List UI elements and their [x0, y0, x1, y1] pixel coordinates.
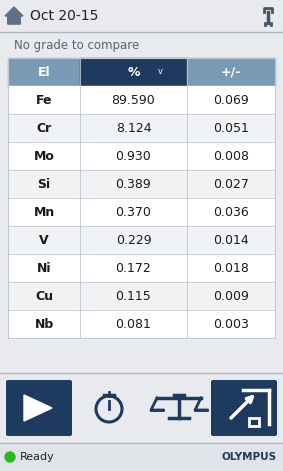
Text: 0.370: 0.370	[115, 205, 151, 219]
Bar	[8, 310, 275, 338]
Bar	[8, 142, 275, 170]
Bar	[0, 373, 283, 443]
Text: Cu: Cu	[35, 290, 53, 302]
Text: v: v	[158, 67, 163, 76]
Text: Mn: Mn	[33, 205, 55, 219]
Bar	[0, 0, 283, 32]
Bar	[8, 86, 275, 114]
Text: +/-: +/-	[221, 65, 241, 79]
Bar	[8, 282, 275, 310]
Text: 0.009: 0.009	[213, 290, 249, 302]
Text: 0.018: 0.018	[213, 261, 249, 275]
Bar	[187, 58, 275, 86]
Text: Ni: Ni	[37, 261, 51, 275]
Text: Cr: Cr	[37, 122, 52, 135]
Bar	[0, 32, 283, 58]
Text: 0.003: 0.003	[213, 317, 249, 331]
Polygon shape	[5, 7, 23, 24]
Bar	[0, 443, 283, 471]
Text: 0.036: 0.036	[213, 205, 249, 219]
Text: No grade to compare: No grade to compare	[14, 39, 139, 51]
Text: Nb: Nb	[35, 317, 54, 331]
Text: 0.051: 0.051	[213, 122, 249, 135]
Text: 0.389: 0.389	[116, 178, 151, 190]
Text: Si: Si	[37, 178, 51, 190]
Polygon shape	[24, 395, 52, 421]
Bar	[8, 114, 275, 142]
Bar	[80, 58, 187, 86]
Text: Fe: Fe	[36, 94, 52, 106]
Text: OLYMPUS: OLYMPUS	[222, 452, 277, 462]
Text: Ready: Ready	[20, 452, 55, 462]
Text: 0.172: 0.172	[116, 261, 151, 275]
Text: 0.115: 0.115	[116, 290, 151, 302]
Text: 0.008: 0.008	[213, 149, 249, 162]
FancyBboxPatch shape	[6, 380, 72, 436]
Text: %: %	[127, 65, 140, 79]
Bar	[8, 58, 275, 338]
Text: 0.081: 0.081	[115, 317, 151, 331]
Text: 0.930: 0.930	[116, 149, 151, 162]
Bar	[8, 58, 80, 86]
Text: Oct 20-15: Oct 20-15	[30, 9, 98, 23]
Text: V: V	[39, 234, 49, 246]
Bar	[249, 418, 259, 426]
Text: 0.014: 0.014	[213, 234, 249, 246]
Circle shape	[5, 452, 15, 462]
Text: Mo: Mo	[34, 149, 55, 162]
Text: 8.124: 8.124	[116, 122, 151, 135]
Text: 0.069: 0.069	[213, 94, 249, 106]
Bar	[8, 226, 275, 254]
Text: 0.229: 0.229	[116, 234, 151, 246]
Bar	[8, 254, 275, 282]
Text: El: El	[38, 65, 50, 79]
Text: 89.590: 89.590	[112, 94, 155, 106]
FancyBboxPatch shape	[211, 380, 277, 436]
Text: 0.027: 0.027	[213, 178, 249, 190]
Bar	[8, 198, 275, 226]
Bar	[8, 170, 275, 198]
